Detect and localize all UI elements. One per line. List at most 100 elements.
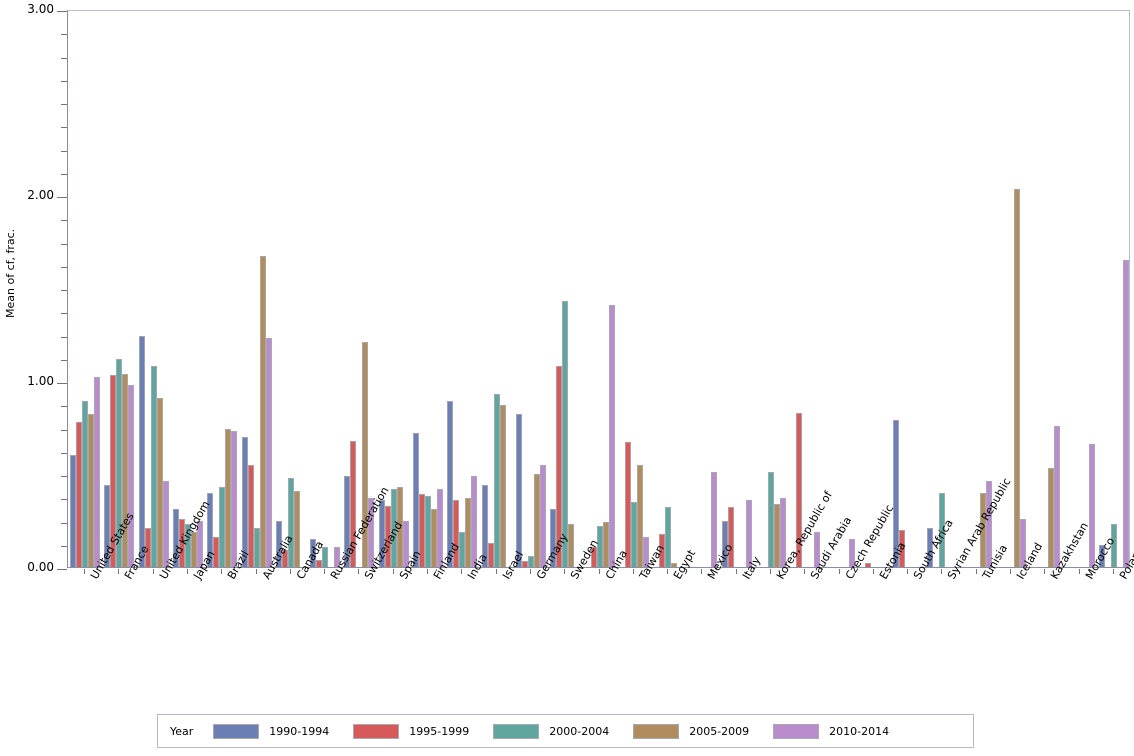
bar[interactable] (402, 520, 409, 567)
legend-entry[interactable]: 2005-2009 (633, 723, 749, 739)
bar[interactable] (259, 256, 266, 567)
bar[interactable] (94, 377, 101, 567)
bar[interactable] (138, 336, 145, 567)
bar[interactable] (499, 405, 506, 567)
bar[interactable] (985, 481, 992, 567)
bar[interactable] (939, 492, 946, 567)
bar[interactable] (539, 464, 546, 567)
bar[interactable] (521, 561, 528, 567)
bar[interactable] (1088, 444, 1095, 567)
bar[interactable] (550, 509, 557, 567)
bar[interactable] (225, 429, 232, 567)
bar[interactable] (979, 492, 986, 567)
bar[interactable] (1048, 468, 1055, 567)
bar[interactable] (378, 500, 385, 567)
bar[interactable] (562, 301, 569, 567)
bar[interactable] (864, 563, 871, 567)
bar[interactable] (425, 496, 432, 567)
bar[interactable] (602, 522, 609, 567)
bar[interactable] (310, 539, 317, 567)
bar[interactable] (231, 431, 238, 567)
bar[interactable] (1013, 189, 1020, 567)
bar[interactable] (70, 455, 77, 567)
bar[interactable] (156, 397, 163, 567)
bar[interactable] (76, 421, 83, 567)
bar[interactable] (745, 500, 752, 567)
bar[interactable] (437, 488, 444, 567)
bar[interactable] (665, 507, 672, 567)
bar[interactable] (671, 563, 678, 567)
bar[interactable] (88, 414, 95, 567)
bar[interactable] (104, 485, 111, 567)
bar[interactable] (197, 520, 204, 567)
bar[interactable] (568, 524, 575, 567)
bar[interactable] (82, 401, 89, 567)
bar[interactable] (275, 520, 282, 567)
legend-entry[interactable]: 2010-2014 (773, 723, 889, 739)
bar[interactable] (350, 440, 357, 567)
bar[interactable] (150, 366, 157, 567)
bar[interactable] (334, 546, 341, 567)
bar[interactable] (110, 375, 117, 567)
bar[interactable] (128, 384, 135, 567)
bar[interactable] (848, 539, 855, 567)
bar[interactable] (596, 526, 603, 567)
bar[interactable] (465, 498, 472, 567)
bar[interactable] (241, 436, 248, 567)
bar[interactable] (814, 531, 821, 567)
bar[interactable] (144, 527, 151, 567)
bar[interactable] (265, 338, 272, 567)
bar[interactable] (624, 442, 631, 567)
legend-entry[interactable]: 1995-1999 (353, 723, 469, 739)
bar[interactable] (453, 500, 460, 567)
bar[interactable] (899, 529, 906, 567)
bar[interactable] (493, 394, 500, 567)
bar[interactable] (527, 555, 534, 567)
bar[interactable] (481, 485, 488, 567)
bar[interactable] (368, 498, 375, 567)
bar[interactable] (1054, 425, 1061, 567)
bar[interactable] (515, 414, 522, 567)
bar[interactable] (293, 490, 300, 567)
bar[interactable] (213, 537, 220, 567)
bar[interactable] (767, 472, 774, 567)
bar[interactable] (556, 366, 563, 567)
bar[interactable] (322, 546, 329, 567)
bar[interactable] (471, 475, 478, 567)
bar[interactable] (711, 472, 718, 567)
bar[interactable] (191, 531, 198, 567)
bar[interactable] (590, 546, 597, 567)
bar[interactable] (396, 487, 403, 567)
bar[interactable] (608, 304, 615, 567)
bar[interactable] (487, 542, 494, 567)
bar[interactable] (1019, 518, 1026, 567)
bar[interactable] (162, 481, 169, 567)
bar[interactable] (796, 412, 803, 567)
bar[interactable] (1098, 544, 1105, 567)
bar[interactable] (185, 524, 192, 567)
bar[interactable] (659, 533, 666, 567)
bar[interactable] (533, 474, 540, 567)
bar[interactable] (779, 498, 786, 567)
bar[interactable] (253, 527, 260, 567)
bar[interactable] (642, 537, 649, 567)
bar[interactable] (413, 433, 420, 567)
bar[interactable] (431, 509, 438, 567)
bar[interactable] (419, 494, 426, 567)
bar[interactable] (447, 401, 454, 567)
bar[interactable] (893, 420, 900, 567)
bar[interactable] (630, 501, 637, 567)
bar[interactable] (362, 341, 369, 567)
bar[interactable] (173, 509, 180, 567)
bar[interactable] (116, 358, 123, 567)
bar[interactable] (773, 503, 780, 567)
bar[interactable] (1110, 524, 1117, 567)
bar[interactable] (287, 477, 294, 567)
bar[interactable] (219, 487, 226, 567)
bar[interactable] (122, 373, 129, 567)
bar[interactable] (316, 559, 323, 567)
bar[interactable] (1122, 260, 1129, 567)
bar[interactable] (207, 492, 214, 567)
bar[interactable] (344, 475, 351, 567)
bar[interactable] (927, 527, 934, 567)
